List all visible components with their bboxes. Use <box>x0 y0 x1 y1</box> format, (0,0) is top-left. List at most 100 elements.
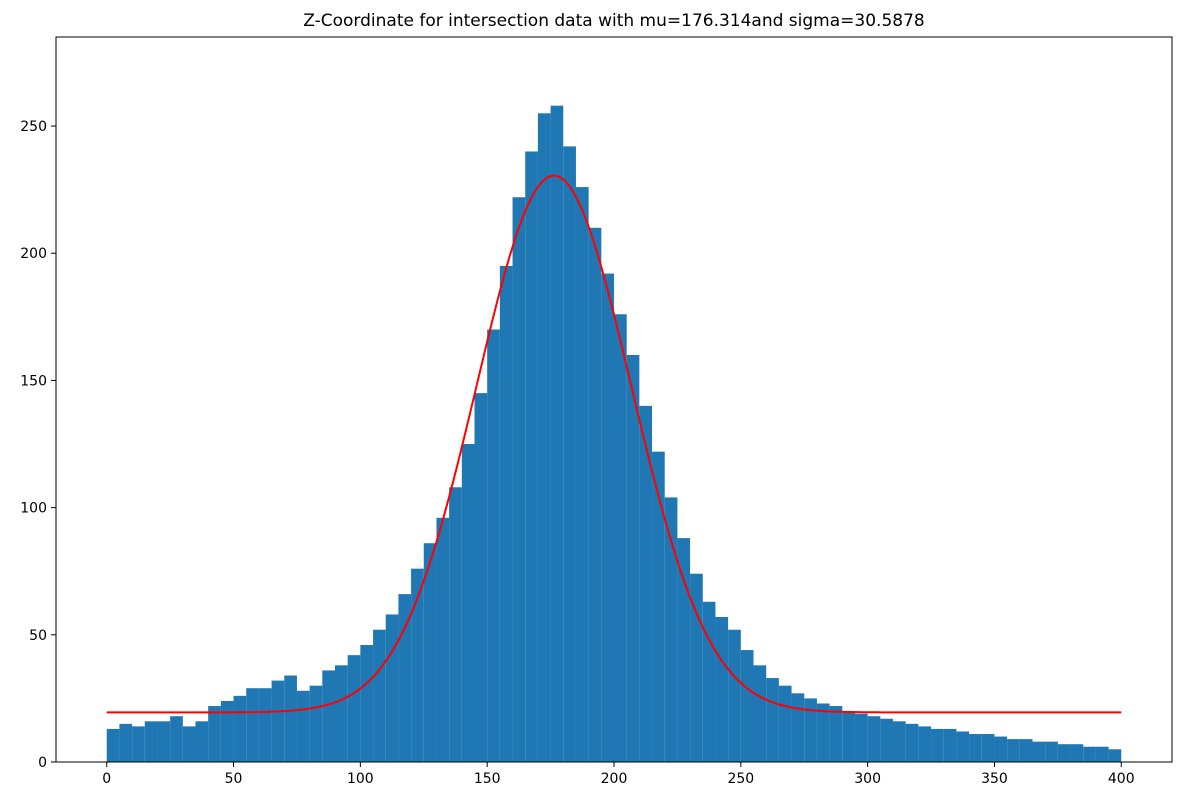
histogram-bar <box>588 227 602 763</box>
histogram-bar <box>1007 739 1020 762</box>
histogram-bar <box>220 700 234 762</box>
histogram-bar <box>373 629 386 762</box>
histogram-bar <box>918 726 932 762</box>
x-tick-label: 350 <box>981 771 1008 787</box>
histogram-bar <box>969 734 982 762</box>
histogram-bar <box>1083 746 1096 762</box>
histogram-bar <box>258 688 272 762</box>
histogram-bar <box>854 713 868 762</box>
histogram-bar <box>436 517 450 762</box>
histogram-bar <box>766 678 779 762</box>
histogram-bar <box>170 716 183 762</box>
histogram-bar <box>791 693 805 762</box>
histogram-bar <box>652 451 665 762</box>
histogram-bar <box>563 146 576 762</box>
histogram-bar <box>842 711 855 762</box>
x-tick-label: 250 <box>727 771 754 787</box>
histogram-bar <box>1019 739 1033 762</box>
histogram-bar <box>487 329 500 762</box>
x-tick-label: 50 <box>225 771 243 787</box>
histogram-bar <box>829 706 843 762</box>
gaussian-fit-line <box>106 174 1122 714</box>
histogram-bar <box>385 614 399 762</box>
y-tick-label: 200 <box>20 246 47 262</box>
y-tick-label: 100 <box>20 501 47 517</box>
histogram-bar <box>1032 741 1046 762</box>
histogram-bar <box>614 314 627 762</box>
histogram-bar <box>1070 744 1084 762</box>
y-axis: 0 50 100 150 200 250 <box>20 119 56 771</box>
chart-title: Z-Coordinate for intersection data with … <box>303 11 924 31</box>
histogram-bar <box>1057 744 1071 762</box>
histogram-bar <box>994 736 1008 762</box>
histogram-bar <box>474 393 488 762</box>
histogram-bar <box>271 680 285 762</box>
histogram-bar <box>195 721 209 762</box>
histogram-bar <box>677 538 691 762</box>
histogram-bar <box>284 675 297 762</box>
x-tick-label: 150 <box>474 771 501 787</box>
histogram-bar <box>233 695 247 762</box>
histogram-bar <box>449 487 462 762</box>
histogram-bar <box>715 617 729 762</box>
histogram-bar <box>106 728 120 762</box>
histogram-bar <box>1108 749 1122 762</box>
histogram-bar <box>778 685 792 762</box>
histogram-bar <box>550 105 564 763</box>
histogram-bar <box>931 728 944 762</box>
histogram-bar <box>423 543 437 762</box>
histogram-bar <box>157 721 171 762</box>
histogram-bar <box>296 690 310 762</box>
histogram-bar <box>309 685 323 762</box>
histogram-bar <box>246 688 259 762</box>
fit-curve-layer <box>106 174 1122 714</box>
histogram-bar <box>537 113 551 762</box>
histogram-bar <box>753 665 767 762</box>
histogram-bar <box>639 405 653 762</box>
histogram-bar <box>119 723 133 762</box>
y-tick-label: 50 <box>29 628 47 644</box>
x-tick-label: 100 <box>347 771 374 787</box>
histogram-bar <box>347 655 361 762</box>
y-tick-label: 250 <box>20 119 47 135</box>
histogram-bar <box>905 723 919 762</box>
histogram-bar <box>1095 746 1109 762</box>
histogram-bar <box>182 726 196 762</box>
histogram-bar <box>943 728 957 762</box>
x-tick-label: 300 <box>854 771 881 787</box>
histogram-bar <box>626 354 640 762</box>
x-axis: 0 50 100 150 200 250 300 350 400 <box>102 762 1135 787</box>
histogram-bar <box>1045 741 1058 762</box>
histogram-bar <box>664 497 678 762</box>
histogram-bar <box>880 718 893 762</box>
histogram-bar <box>461 444 475 762</box>
histogram-bar <box>322 670 335 762</box>
histogram-bar <box>804 698 817 762</box>
x-tick-label: 200 <box>601 771 628 787</box>
x-tick-label: 400 <box>1108 771 1135 787</box>
histogram-bar <box>893 721 906 762</box>
histogram-bar <box>575 187 589 763</box>
histogram-bar <box>702 601 716 762</box>
histogram-bar <box>981 734 995 762</box>
histogram-bar <box>525 151 538 763</box>
histogram-bar <box>956 731 970 762</box>
histogram-bar <box>360 644 374 762</box>
histogram-bar <box>208 706 221 762</box>
histogram-bar <box>335 665 348 762</box>
histogram-bar <box>512 197 526 762</box>
histogram-bar <box>144 721 158 762</box>
histogram-bars <box>106 105 1122 763</box>
histogram-bar <box>740 650 754 762</box>
histogram-bar <box>867 716 881 762</box>
x-tick-label: 0 <box>102 771 111 787</box>
y-tick-label: 0 <box>38 755 47 771</box>
histogram-bar <box>499 265 513 762</box>
y-tick-label: 150 <box>20 373 47 389</box>
histogram-bar <box>728 629 741 762</box>
histogram-bar <box>816 703 830 762</box>
histogram-bar <box>411 568 424 762</box>
histogram-bar <box>601 273 614 762</box>
histogram-bar <box>132 726 145 762</box>
